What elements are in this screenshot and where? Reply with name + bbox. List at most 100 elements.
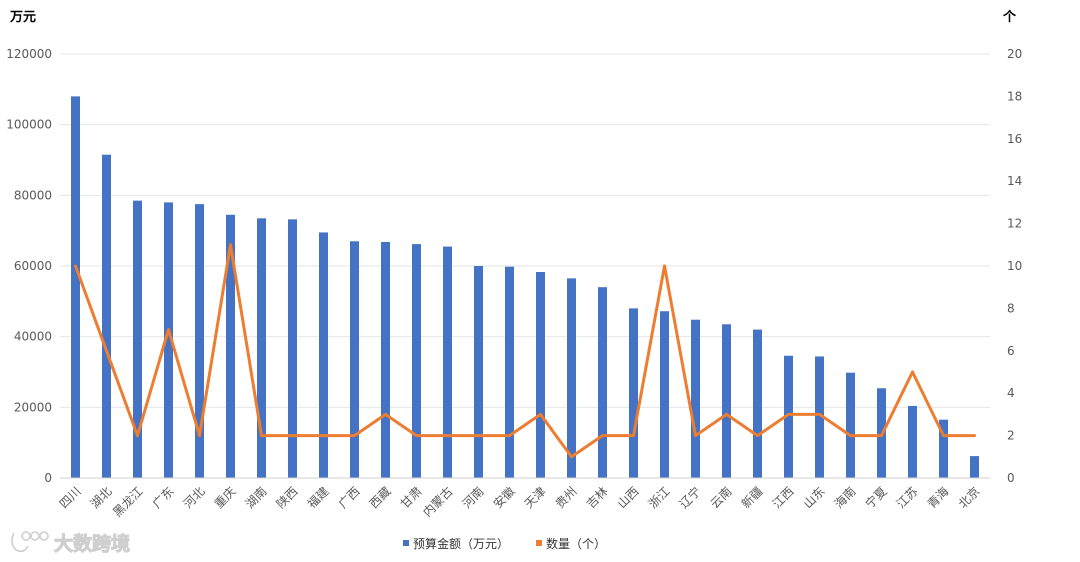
line-series bbox=[74, 243, 976, 459]
category-label: 北京 bbox=[956, 484, 983, 511]
left-tick-label: 20000 bbox=[14, 400, 52, 414]
bar bbox=[722, 324, 731, 478]
category-label: 江苏 bbox=[894, 484, 921, 511]
right-tick-label: 16 bbox=[1007, 132, 1022, 146]
bar bbox=[629, 308, 638, 478]
line-point bbox=[632, 434, 635, 438]
category-label: 福建 bbox=[304, 484, 332, 512]
category-label: 陕西 bbox=[273, 484, 301, 512]
left-tick-label: 120000 bbox=[6, 47, 52, 61]
category-label: 辽宁 bbox=[676, 484, 704, 512]
right-tick-label: 8 bbox=[1007, 301, 1015, 315]
left-axis-ticks: 0 20000 40000 60000 80000 100000 120000 bbox=[6, 47, 52, 485]
bar bbox=[319, 232, 328, 478]
category-label: 江西 bbox=[770, 484, 797, 511]
right-tick-label: 10 bbox=[1007, 259, 1022, 273]
bar bbox=[381, 241, 390, 478]
category-label: 内蒙古 bbox=[420, 484, 456, 520]
right-tick-label: 14 bbox=[1007, 174, 1022, 188]
line-point bbox=[818, 412, 821, 416]
category-label: 新疆 bbox=[738, 484, 766, 512]
category-label: 山东 bbox=[801, 484, 828, 511]
line-point bbox=[508, 434, 511, 438]
line-point bbox=[105, 349, 108, 353]
line-point bbox=[198, 434, 201, 438]
bar bbox=[164, 202, 173, 478]
bar bbox=[784, 355, 793, 478]
line-point bbox=[477, 434, 480, 438]
line-point bbox=[384, 412, 387, 416]
category-label: 河南 bbox=[459, 484, 487, 512]
bar bbox=[195, 204, 204, 478]
right-tick-label: 2 bbox=[1007, 429, 1015, 443]
line-point bbox=[74, 264, 77, 268]
category-label: 广东 bbox=[150, 484, 177, 511]
left-tick-label: 80000 bbox=[14, 188, 52, 202]
line-path bbox=[74, 243, 975, 459]
bar bbox=[350, 241, 359, 478]
category-label: 四川 bbox=[57, 484, 84, 511]
left-tick-label: 40000 bbox=[14, 330, 52, 344]
category-label: 西藏 bbox=[367, 484, 394, 511]
category-label: 重庆 bbox=[212, 484, 239, 511]
line-point bbox=[415, 434, 418, 438]
bar bbox=[102, 154, 111, 478]
category-label: 海南 bbox=[831, 484, 859, 512]
bar bbox=[443, 246, 452, 478]
bar bbox=[226, 214, 235, 478]
category-label: 湖北 bbox=[87, 484, 115, 512]
category-label: 黑龙江 bbox=[110, 484, 145, 519]
legend-line-label: 数量（个） bbox=[546, 536, 606, 551]
bar bbox=[970, 456, 979, 478]
category-label: 天津 bbox=[522, 484, 549, 511]
bar bbox=[257, 218, 266, 479]
left-axis-unit: 万元 bbox=[9, 10, 36, 25]
right-axis-unit: 个 bbox=[1002, 9, 1017, 25]
legend-line-swatch bbox=[536, 540, 542, 546]
line-point bbox=[942, 434, 945, 438]
left-tick-label: 0 bbox=[44, 471, 52, 485]
bar bbox=[288, 219, 297, 479]
right-tick-label: 20 bbox=[1007, 47, 1022, 61]
line-point bbox=[353, 434, 356, 438]
line-point bbox=[167, 328, 170, 332]
bar bbox=[598, 287, 607, 478]
bar bbox=[908, 405, 917, 478]
watermark-logo-icon bbox=[11, 531, 49, 553]
line-point bbox=[291, 434, 294, 438]
category-label: 广西 bbox=[336, 484, 363, 511]
category-label: 山西 bbox=[615, 484, 642, 511]
category-label: 浙江 bbox=[646, 484, 673, 511]
category-label: 青海 bbox=[924, 484, 952, 512]
line-point bbox=[973, 434, 976, 438]
line-point bbox=[756, 434, 759, 438]
line-point bbox=[446, 434, 449, 438]
bar bbox=[691, 319, 700, 478]
category-label: 宁夏 bbox=[862, 484, 890, 512]
line-point bbox=[849, 434, 852, 438]
legend: 预算金额（万元） 数量（个） bbox=[403, 536, 606, 551]
bar bbox=[71, 96, 80, 479]
line-point bbox=[539, 412, 542, 416]
watermark: 大数跨境 bbox=[11, 531, 131, 556]
bar bbox=[567, 278, 576, 478]
line-point bbox=[787, 412, 790, 416]
line-point bbox=[229, 243, 232, 247]
right-tick-label: 6 bbox=[1007, 344, 1015, 358]
bar bbox=[753, 329, 762, 478]
category-label: 安徽 bbox=[490, 484, 518, 512]
line-point bbox=[260, 434, 263, 438]
bar bbox=[536, 272, 545, 478]
category-label: 甘肃 bbox=[398, 484, 425, 511]
line-point bbox=[694, 434, 697, 438]
bar bbox=[133, 200, 142, 478]
bar bbox=[660, 311, 669, 478]
line-point bbox=[663, 264, 666, 268]
line-point bbox=[911, 370, 914, 374]
bar bbox=[474, 266, 483, 478]
line-point bbox=[322, 434, 325, 438]
category-label: 湖南 bbox=[242, 484, 270, 512]
category-label: 贵州 bbox=[553, 484, 580, 511]
line-point bbox=[136, 434, 139, 438]
